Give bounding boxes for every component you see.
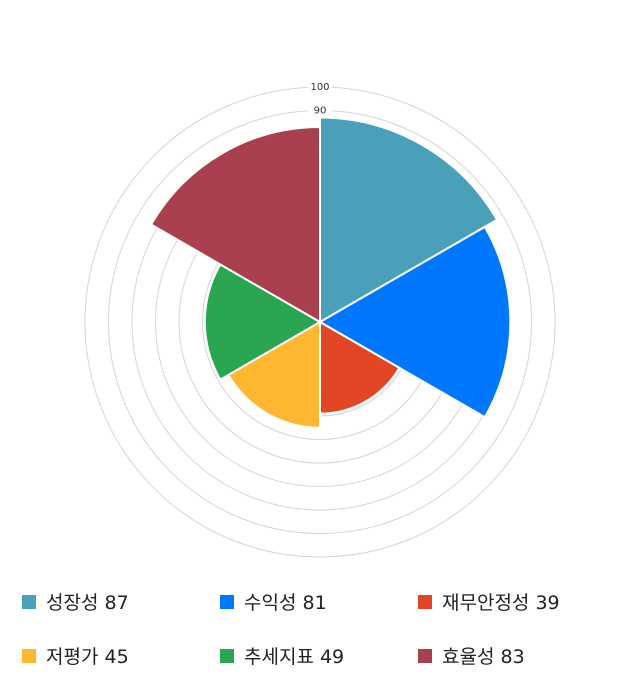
legend-swatch — [220, 648, 234, 663]
legend-label: 성장성 87 — [46, 592, 129, 614]
legend-item[interactable]: 효율성 83 — [418, 642, 525, 669]
tick-label: 90 — [314, 106, 327, 117]
wedge-5[interactable] — [149, 125, 321, 324]
legend-item[interactable]: 추세지표 49 — [220, 642, 344, 669]
legend-item[interactable]: 성장성 87 — [22, 588, 129, 615]
legend-swatch — [418, 648, 432, 663]
legend-label: 재무안정성 39 — [442, 592, 560, 614]
wedge-0[interactable] — [319, 116, 499, 324]
legend-swatch — [22, 648, 36, 663]
legend-label: 저평가 45 — [46, 646, 129, 668]
tick-label: 100 — [310, 82, 329, 93]
legend-swatch — [220, 594, 234, 609]
wedge-2[interactable] — [319, 320, 401, 415]
legend-swatch — [22, 594, 36, 609]
legend-label: 효율성 83 — [442, 646, 525, 668]
wedge-4[interactable] — [203, 263, 323, 381]
polar-area-chart: 90 100 — [84, 81, 556, 558]
legend-item[interactable]: 저평가 45 — [22, 642, 129, 669]
wedge-1[interactable] — [317, 225, 512, 419]
legend-item[interactable]: 재무안정성 39 — [418, 588, 560, 615]
wedge-3[interactable] — [227, 320, 321, 429]
legend-label: 추세지표 49 — [244, 646, 345, 668]
legend-label: 수익성 81 — [244, 592, 327, 614]
legend-item[interactable]: 수익성 81 — [220, 588, 327, 615]
legend-swatch — [418, 594, 432, 609]
